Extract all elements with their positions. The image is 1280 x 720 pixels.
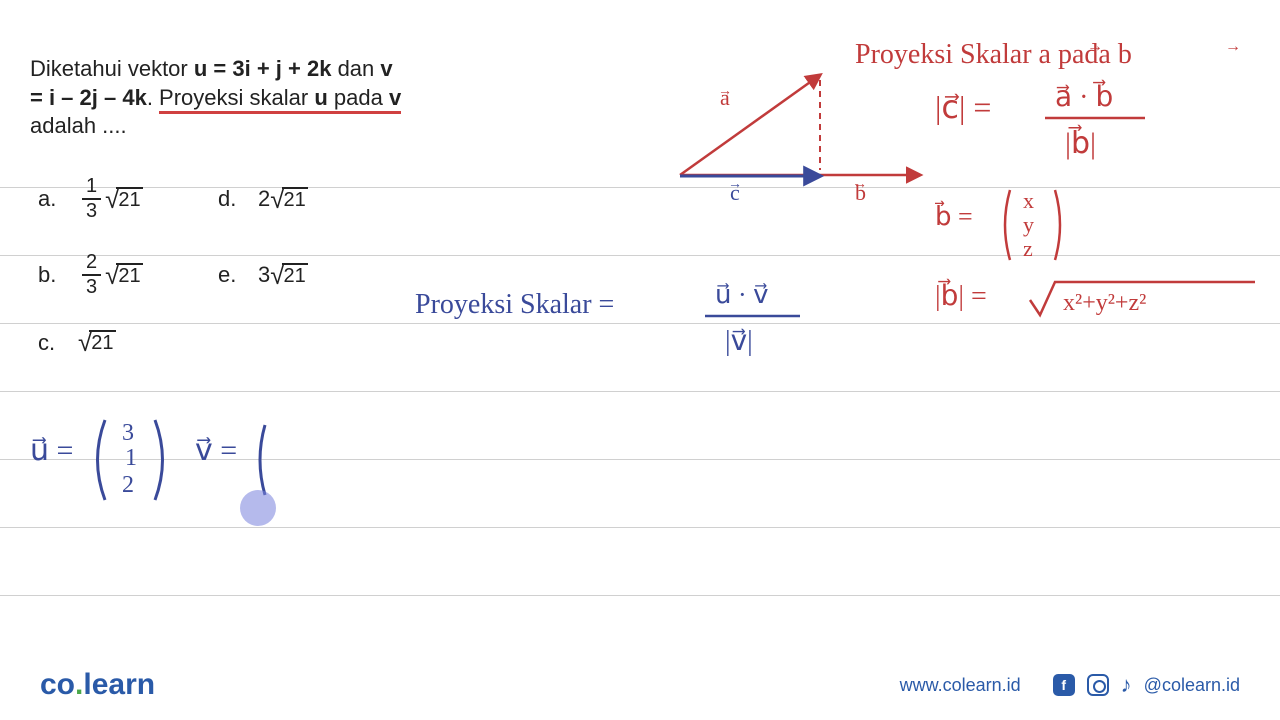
- svg-text:2: 2: [122, 472, 134, 498]
- svg-text:x: x: [1023, 188, 1034, 213]
- problem-text: Diketahui vektor u = 3i + j + 2k dan v =…: [30, 55, 460, 141]
- opt-d-sqrt: 21: [282, 187, 308, 212]
- facebook-icon: f: [1053, 674, 1075, 696]
- footer-handle: @colearn.id: [1144, 675, 1240, 696]
- problem-l3: adalah ....: [30, 113, 127, 138]
- svg-text:|c⃗| =: |c⃗| =: [935, 89, 991, 125]
- opt-e-sqrt: 21: [282, 263, 308, 288]
- opt-e-coef: 3: [258, 262, 270, 288]
- tiktok-icon: ♪: [1121, 672, 1132, 698]
- opt-a-label: a.: [38, 186, 78, 212]
- footer-right: www.colearn.id f ♪ @colearn.id: [900, 672, 1240, 698]
- problem-l1c: dan: [331, 56, 380, 81]
- logo-co: co: [40, 668, 75, 701]
- svg-text:x²+y²+z²: x²+y²+z²: [1063, 290, 1146, 316]
- problem-l2d: u: [314, 85, 327, 110]
- instagram-icon: [1087, 674, 1109, 696]
- logo: co.learn: [40, 668, 155, 702]
- formula-projection: Proyeksi Skalar = u⃗ · v⃗ |v⃗|: [415, 278, 895, 368]
- svg-text:→: →: [853, 177, 867, 192]
- footer: co.learn www.colearn.id f ♪ @colearn.id: [0, 668, 1280, 702]
- problem-l2c: Proyeksi skalar: [159, 85, 314, 110]
- opt-a-num: 1: [82, 175, 101, 200]
- footer-url: www.colearn.id: [900, 675, 1021, 696]
- problem-l2a: = i – 2j – 4k: [30, 85, 147, 110]
- opt-d-label: d.: [218, 186, 258, 212]
- svg-text:|b⃗|: |b⃗|: [1065, 125, 1096, 160]
- opt-b-sqrt: 21: [116, 263, 142, 288]
- opt-e-label: e.: [218, 262, 258, 288]
- svg-text:→: →: [1225, 38, 1241, 55]
- svg-text:z: z: [1023, 236, 1033, 261]
- problem-l2f: v: [389, 85, 401, 110]
- svg-text:u⃗ =: u⃗ =: [30, 434, 73, 467]
- answer-options: a. 13 √21 d. 2 √21 b. 23 √21 e. 3 √21 c.…: [38, 175, 398, 386]
- formula-b-vector: b⃗ = x y z: [935, 180, 1135, 270]
- logo-learn: learn: [83, 668, 155, 701]
- svg-text:|v⃗|: |v⃗|: [725, 326, 753, 357]
- opt-a-den: 3: [82, 200, 101, 223]
- opt-b-label: b.: [38, 262, 78, 288]
- svg-text:y: y: [1023, 212, 1034, 237]
- pen-cursor: [240, 490, 276, 526]
- svg-text:Proyeksi Skalar =: Proyeksi Skalar =: [415, 289, 614, 320]
- svg-text:→: →: [1087, 38, 1103, 55]
- svg-text:→: →: [728, 177, 742, 192]
- problem-l2b: .: [147, 85, 159, 110]
- formula-c-magnitude: |c⃗| = a⃗ · b⃗ |b⃗|: [935, 78, 1195, 168]
- u-v-vectors: u⃗ = 3 1 2 v⃗ =: [30, 410, 350, 520]
- opt-d-coef: 2: [258, 186, 270, 212]
- svg-text:a⃗ · b⃗: a⃗ · b⃗: [1055, 79, 1113, 113]
- svg-text:1: 1: [125, 445, 137, 471]
- svg-text:v⃗ =: v⃗ =: [195, 434, 237, 467]
- title-handwriting: Proyeksi Skalar a pada b → →: [855, 35, 1275, 75]
- formula-b-magnitude: |b⃗| = x²+y²+z²: [935, 270, 1275, 330]
- svg-text:|b⃗| =: |b⃗| =: [935, 278, 987, 312]
- svg-text:→: →: [718, 84, 732, 99]
- problem-l1d: v: [380, 56, 392, 81]
- svg-text:u⃗ · v⃗: u⃗ · v⃗: [715, 280, 769, 309]
- svg-text:3: 3: [122, 420, 134, 446]
- opt-c-label: c.: [38, 330, 78, 356]
- projection-diagram: a → b → c →: [640, 55, 940, 215]
- opt-a-sqrt: 21: [116, 187, 142, 212]
- opt-b-den: 3: [82, 276, 101, 299]
- opt-c-sqrt: 21: [89, 330, 115, 355]
- problem-l2e: pada: [328, 85, 389, 110]
- opt-b-num: 2: [82, 251, 101, 276]
- problem-l1a: Diketahui vektor: [30, 56, 194, 81]
- problem-l1b: u = 3i + j + 2k: [194, 56, 332, 81]
- svg-text:b⃗ =: b⃗ =: [935, 200, 973, 231]
